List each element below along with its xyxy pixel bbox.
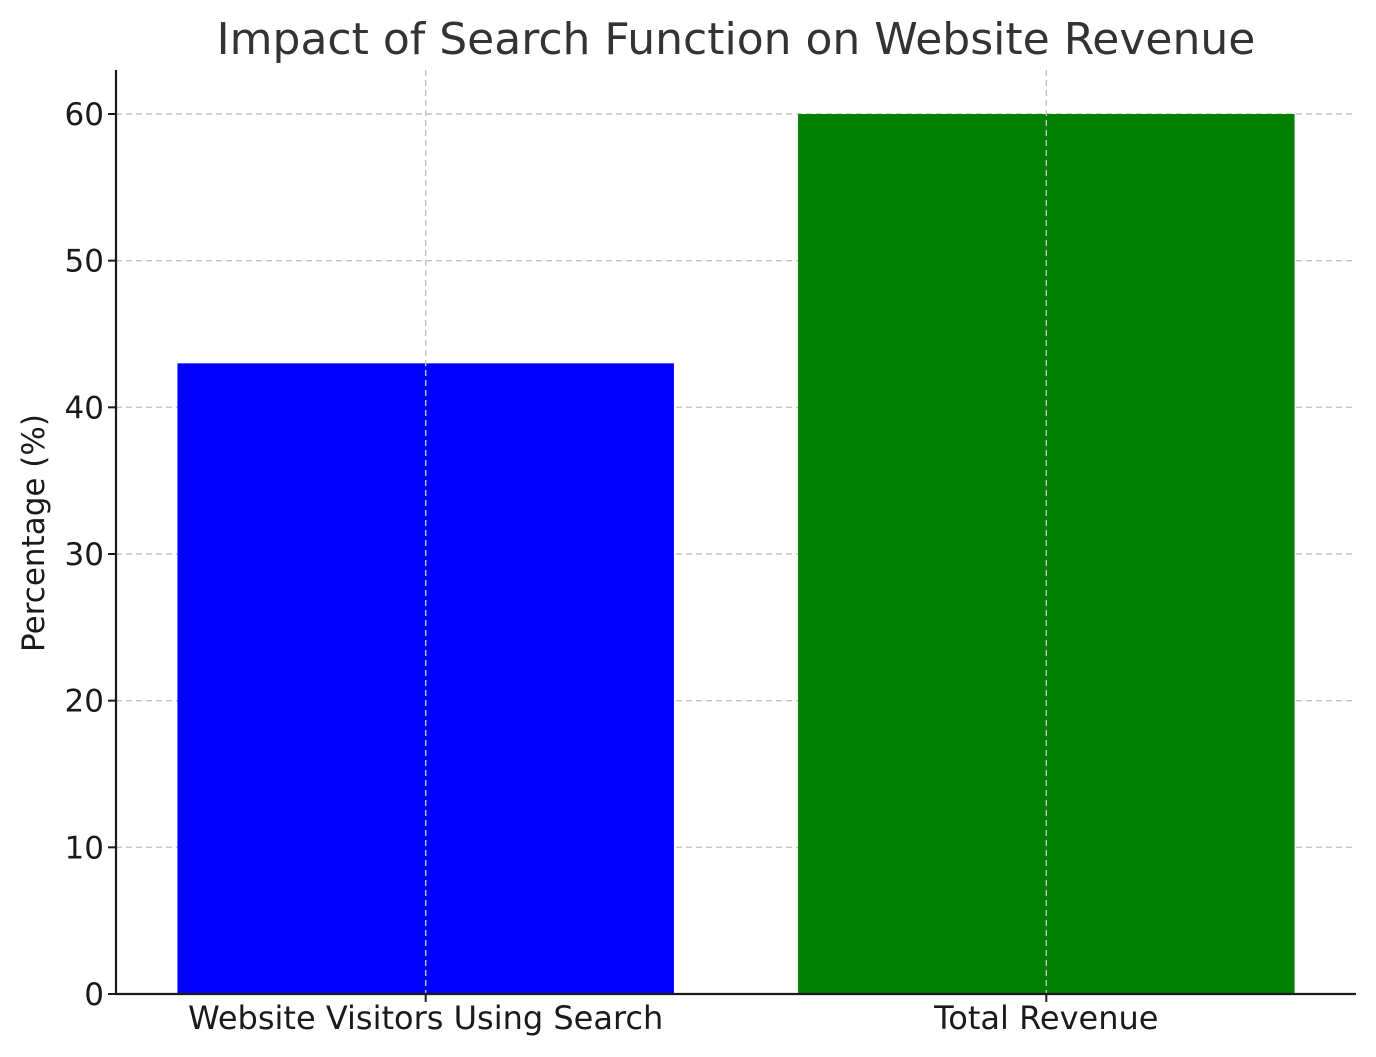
y-tick-label: 40 bbox=[65, 390, 104, 426]
x-ticks: Website Visitors Using Search Total Reven… bbox=[188, 994, 1158, 1037]
y-tick-label: 30 bbox=[65, 537, 104, 573]
y-tick-label: 60 bbox=[65, 97, 104, 133]
y-tick-label: 20 bbox=[65, 684, 104, 720]
x-tick-label: Website Visitors Using Search bbox=[188, 999, 663, 1037]
y-tick-label: 50 bbox=[65, 244, 104, 280]
x-tick-label: Total Revenue bbox=[933, 999, 1158, 1037]
bar bbox=[177, 363, 674, 994]
y-tick-label: 0 bbox=[84, 977, 104, 1013]
axes bbox=[114, 70, 1356, 996]
y-tick-label: 10 bbox=[65, 830, 104, 866]
chart-title: Impact of Search Function on Website Rev… bbox=[217, 14, 1256, 65]
y-axis-label: Percentage (%) bbox=[16, 414, 52, 652]
vertical-grid-lines bbox=[424, 70, 1048, 994]
y-ticks: 0 10 20 30 40 50 60 bbox=[65, 97, 116, 1013]
